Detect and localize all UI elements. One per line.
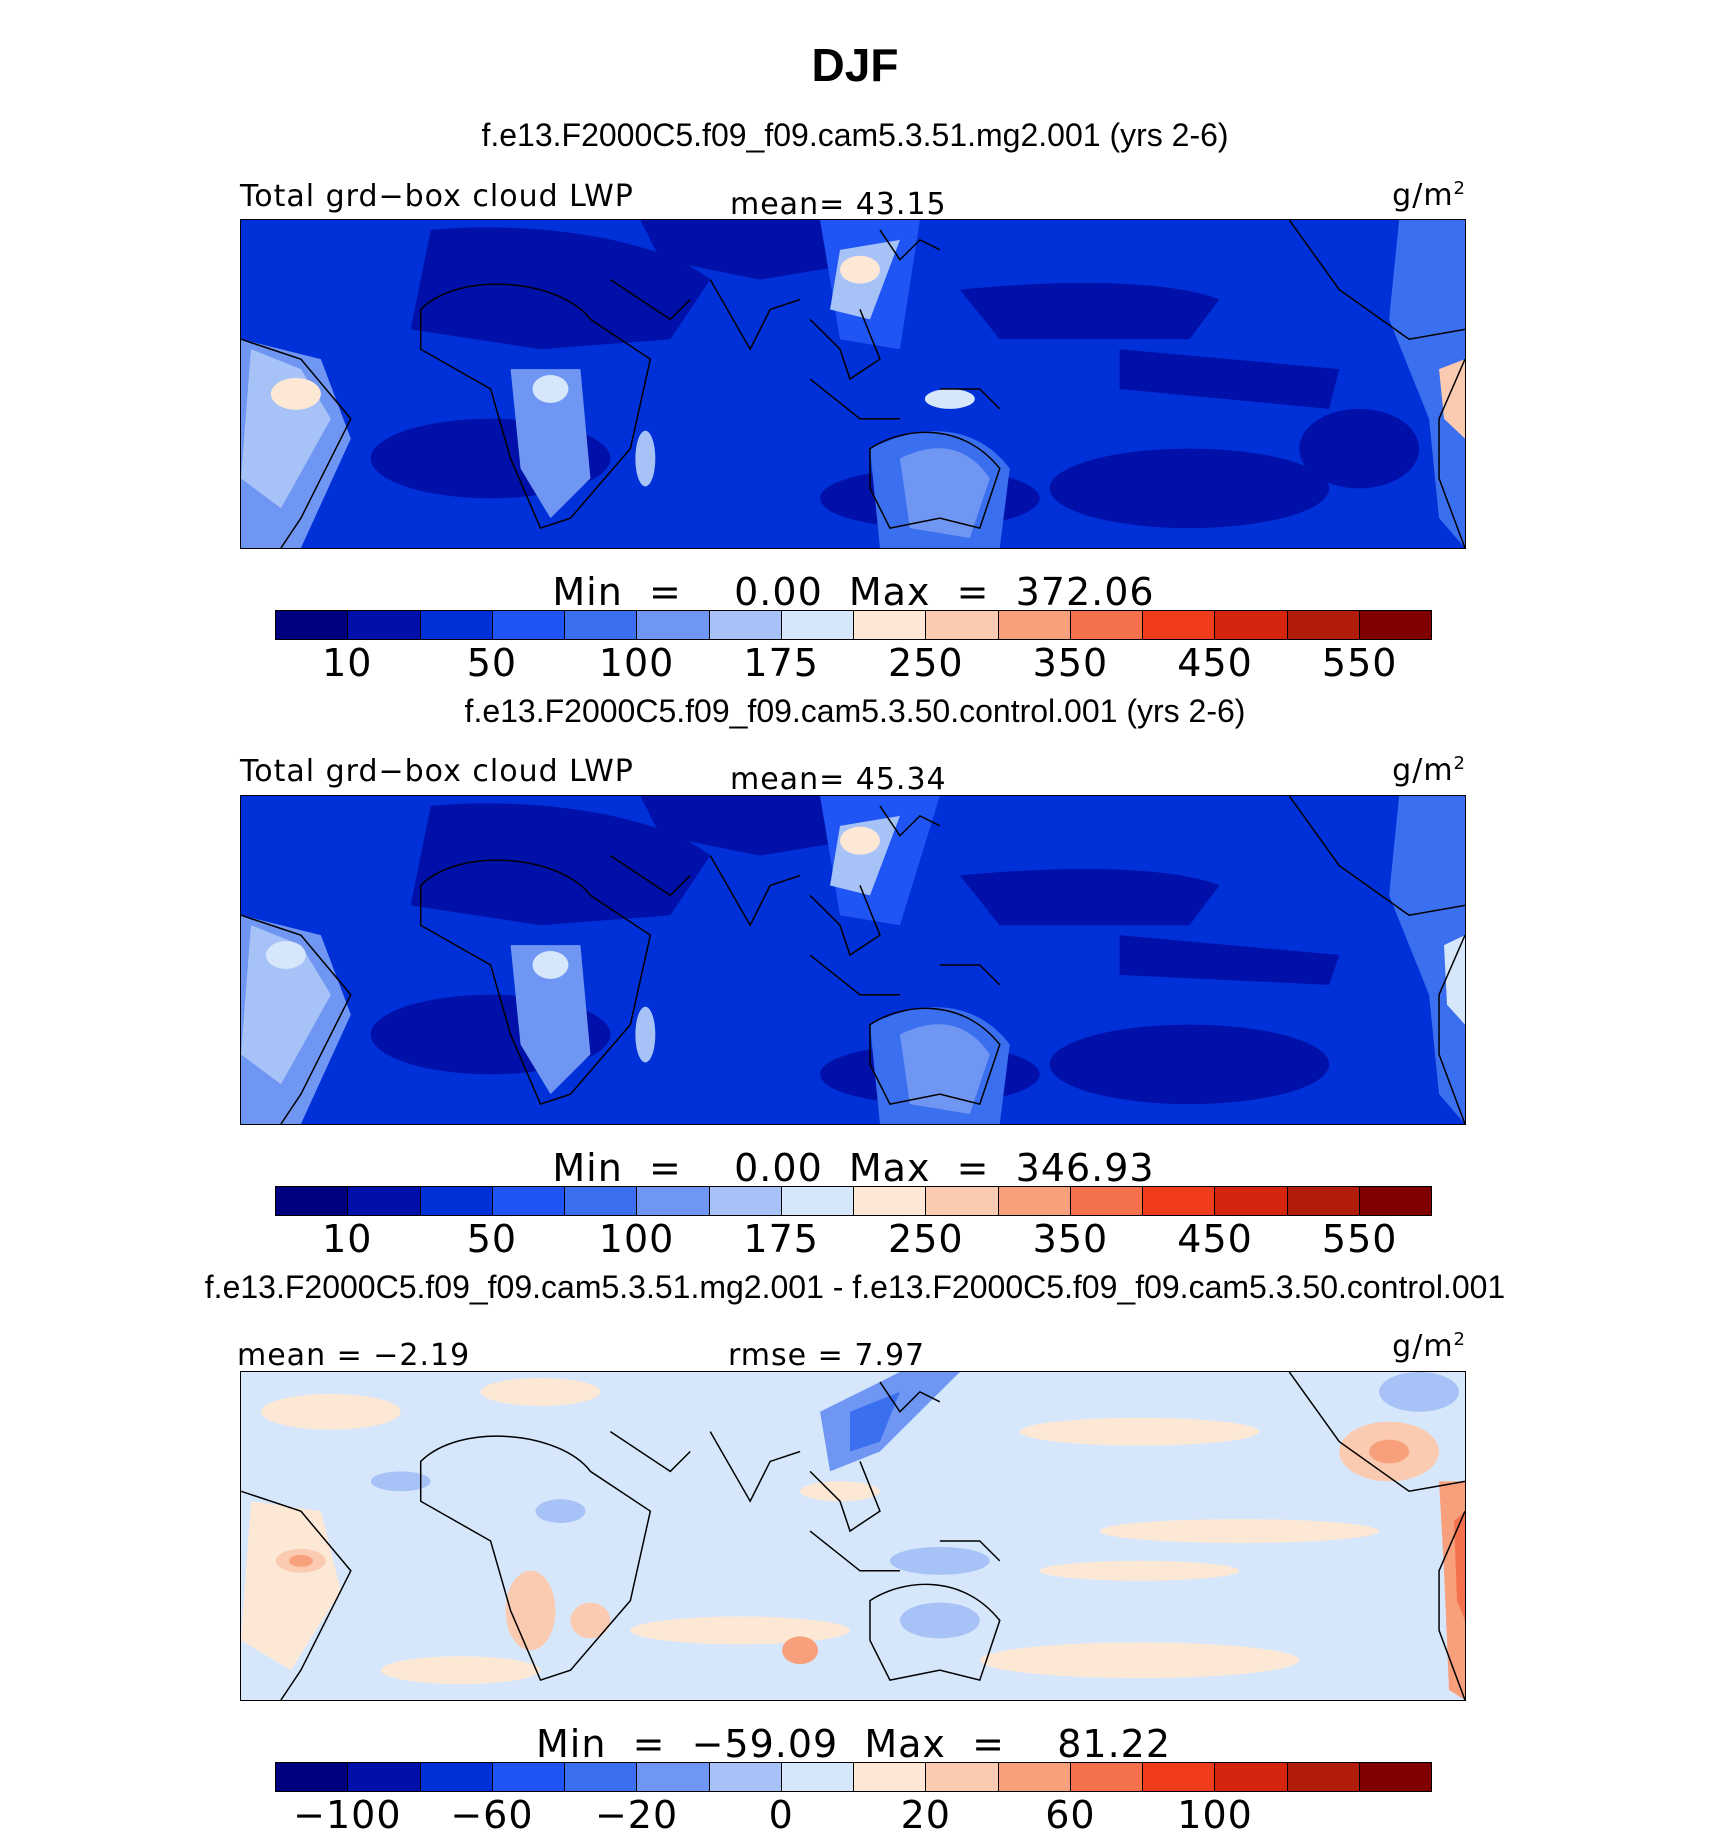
panel-2-map (240, 795, 1466, 1125)
colorbar-swatch (709, 611, 782, 639)
panel-3-rmse-label: rmse = 7.97 (728, 1338, 926, 1373)
colorbar-tick-label: 350 (1032, 1217, 1109, 1261)
colorbar-tick-label: −60 (450, 1793, 534, 1837)
colorbar-tick-label: 175 (743, 1217, 819, 1261)
colorbar-tick-label: 100 (598, 1217, 675, 1261)
colorbar-swatch (276, 1763, 349, 1791)
colorbar-swatch (565, 1187, 638, 1215)
panel-2-case-title: f.e13.F2000C5.f09_f09.cam5.3.50.control.… (464, 693, 1246, 729)
colorbar-tick-label: 0 (768, 1793, 794, 1837)
colorbar-tick-label: 550 (1321, 641, 1398, 685)
colorbar-swatch (348, 1763, 421, 1791)
colorbar-swatch (492, 1187, 565, 1215)
panel-2-mean-label: mean= 45.34 (730, 762, 947, 797)
panel-1-minmax: Min = 0.00 Max = 372.06 (552, 570, 1155, 614)
colorbar-tick-label: 50 (466, 641, 518, 685)
colorbar-swatch (998, 1187, 1071, 1215)
colorbar-tick-label: −100 (293, 1793, 402, 1837)
panel-2-minmax: Min = 0.00 Max = 346.93 (552, 1146, 1155, 1190)
panel-1-colorbar-ticks: 10 50 100 175 250 350 450 550 (275, 644, 1432, 684)
panel-2-units: g/m2 (1392, 753, 1466, 788)
colorbar-swatch (854, 1187, 927, 1215)
panel-1-colorbar (275, 610, 1432, 640)
colorbar-swatch (709, 1187, 782, 1215)
colorbar-swatch (565, 611, 638, 639)
colorbar-tick-label: 350 (1032, 641, 1109, 685)
colorbar-swatch (565, 1763, 638, 1791)
colorbar-swatch (348, 1187, 421, 1215)
colorbar-swatch (1359, 1187, 1431, 1215)
colorbar-swatch (998, 611, 1071, 639)
colorbar-swatch (926, 1187, 999, 1215)
colorbar-swatch (420, 1763, 493, 1791)
colorbar-tick-label: 10 (322, 641, 373, 685)
colorbar-swatch (709, 1763, 782, 1791)
panel-1-map (240, 219, 1466, 549)
colorbar-swatch (492, 611, 565, 639)
colorbar-swatch (348, 611, 421, 639)
colorbar-swatch (637, 1763, 710, 1791)
colorbar-swatch (1070, 1187, 1143, 1215)
panel-3-map-svg (241, 1372, 1465, 1700)
colorbar-swatch (1287, 1187, 1360, 1215)
colorbar-tick-label: 100 (598, 641, 675, 685)
colorbar-swatch (1070, 611, 1143, 639)
panel-1-variable-label: Total grd−box cloud LWP (240, 179, 634, 214)
colorbar-swatch (1359, 1763, 1431, 1791)
panel-3-mean-label: mean = −2.19 (237, 1338, 471, 1373)
panel-3-map (240, 1371, 1466, 1701)
colorbar-tick-label: 175 (743, 641, 819, 685)
colorbar-swatch (1215, 1187, 1288, 1215)
colorbar-swatch (781, 1187, 854, 1215)
colorbar-tick-label: 10 (322, 1217, 373, 1261)
colorbar-swatch (1287, 611, 1360, 639)
colorbar-swatch (1215, 611, 1288, 639)
panel-1-mean-label: mean= 43.15 (730, 187, 947, 222)
colorbar-swatch (1143, 611, 1216, 639)
colorbar-swatch (637, 1187, 710, 1215)
colorbar-swatch (420, 1187, 493, 1215)
colorbar-swatch (276, 611, 349, 639)
colorbar-swatch (637, 611, 710, 639)
colorbar-swatch (1070, 1763, 1143, 1791)
panel-3-case-title: f.e13.F2000C5.f09_f09.cam5.3.51.mg2.001 … (204, 1269, 1506, 1305)
colorbar-tick-label: 60 (1045, 1793, 1096, 1837)
panel-2-colorbar-ticks: 10 50 100 175 250 350 450 550 (275, 1220, 1432, 1260)
colorbar-swatch (926, 611, 999, 639)
colorbar-swatch (1143, 1187, 1216, 1215)
panel-2-variable-label: Total grd−box cloud LWP (240, 754, 634, 789)
colorbar-swatch (420, 611, 493, 639)
figure-title: DJF (811, 39, 899, 91)
panel-3-colorbar-ticks: −100 −60 −20 0 20 60 100 (275, 1796, 1432, 1836)
panel-3-units: g/m2 (1392, 1329, 1466, 1364)
colorbar-swatch (854, 1763, 927, 1791)
colorbar-tick-label: 550 (1321, 1217, 1398, 1261)
colorbar-swatch (998, 1763, 1071, 1791)
colorbar-swatch (1359, 611, 1431, 639)
panel-1-case-title: f.e13.F2000C5.f09_f09.cam5.3.51.mg2.001 … (481, 117, 1229, 153)
panel-2-map-svg (241, 796, 1465, 1124)
colorbar-tick-label: 250 (888, 641, 964, 685)
colorbar-swatch (276, 1187, 349, 1215)
colorbar-swatch (854, 611, 927, 639)
colorbar-tick-label: −20 (594, 1793, 679, 1837)
colorbar-swatch (492, 1763, 565, 1791)
panel-2-colorbar (275, 1186, 1432, 1216)
colorbar-swatch (1287, 1763, 1360, 1791)
colorbar-swatch (781, 611, 854, 639)
panel-3-colorbar (275, 1762, 1432, 1792)
colorbar-swatch (926, 1763, 999, 1791)
colorbar-tick-label: 50 (466, 1217, 518, 1261)
colorbar-tick-label: 100 (1177, 1793, 1253, 1837)
panel-1-map-svg (241, 220, 1465, 548)
panel-1-units: g/m2 (1392, 178, 1466, 213)
colorbar-swatch (1215, 1763, 1288, 1791)
colorbar-tick-label: 450 (1177, 641, 1253, 685)
colorbar-swatch (1143, 1763, 1216, 1791)
colorbar-tick-label: 250 (888, 1217, 964, 1261)
panel-3-minmax: Min = −59.09 Max = 81.22 (535, 1722, 1172, 1766)
colorbar-tick-label: 20 (900, 1793, 951, 1837)
colorbar-tick-label: 450 (1177, 1217, 1253, 1261)
colorbar-swatch (781, 1763, 854, 1791)
